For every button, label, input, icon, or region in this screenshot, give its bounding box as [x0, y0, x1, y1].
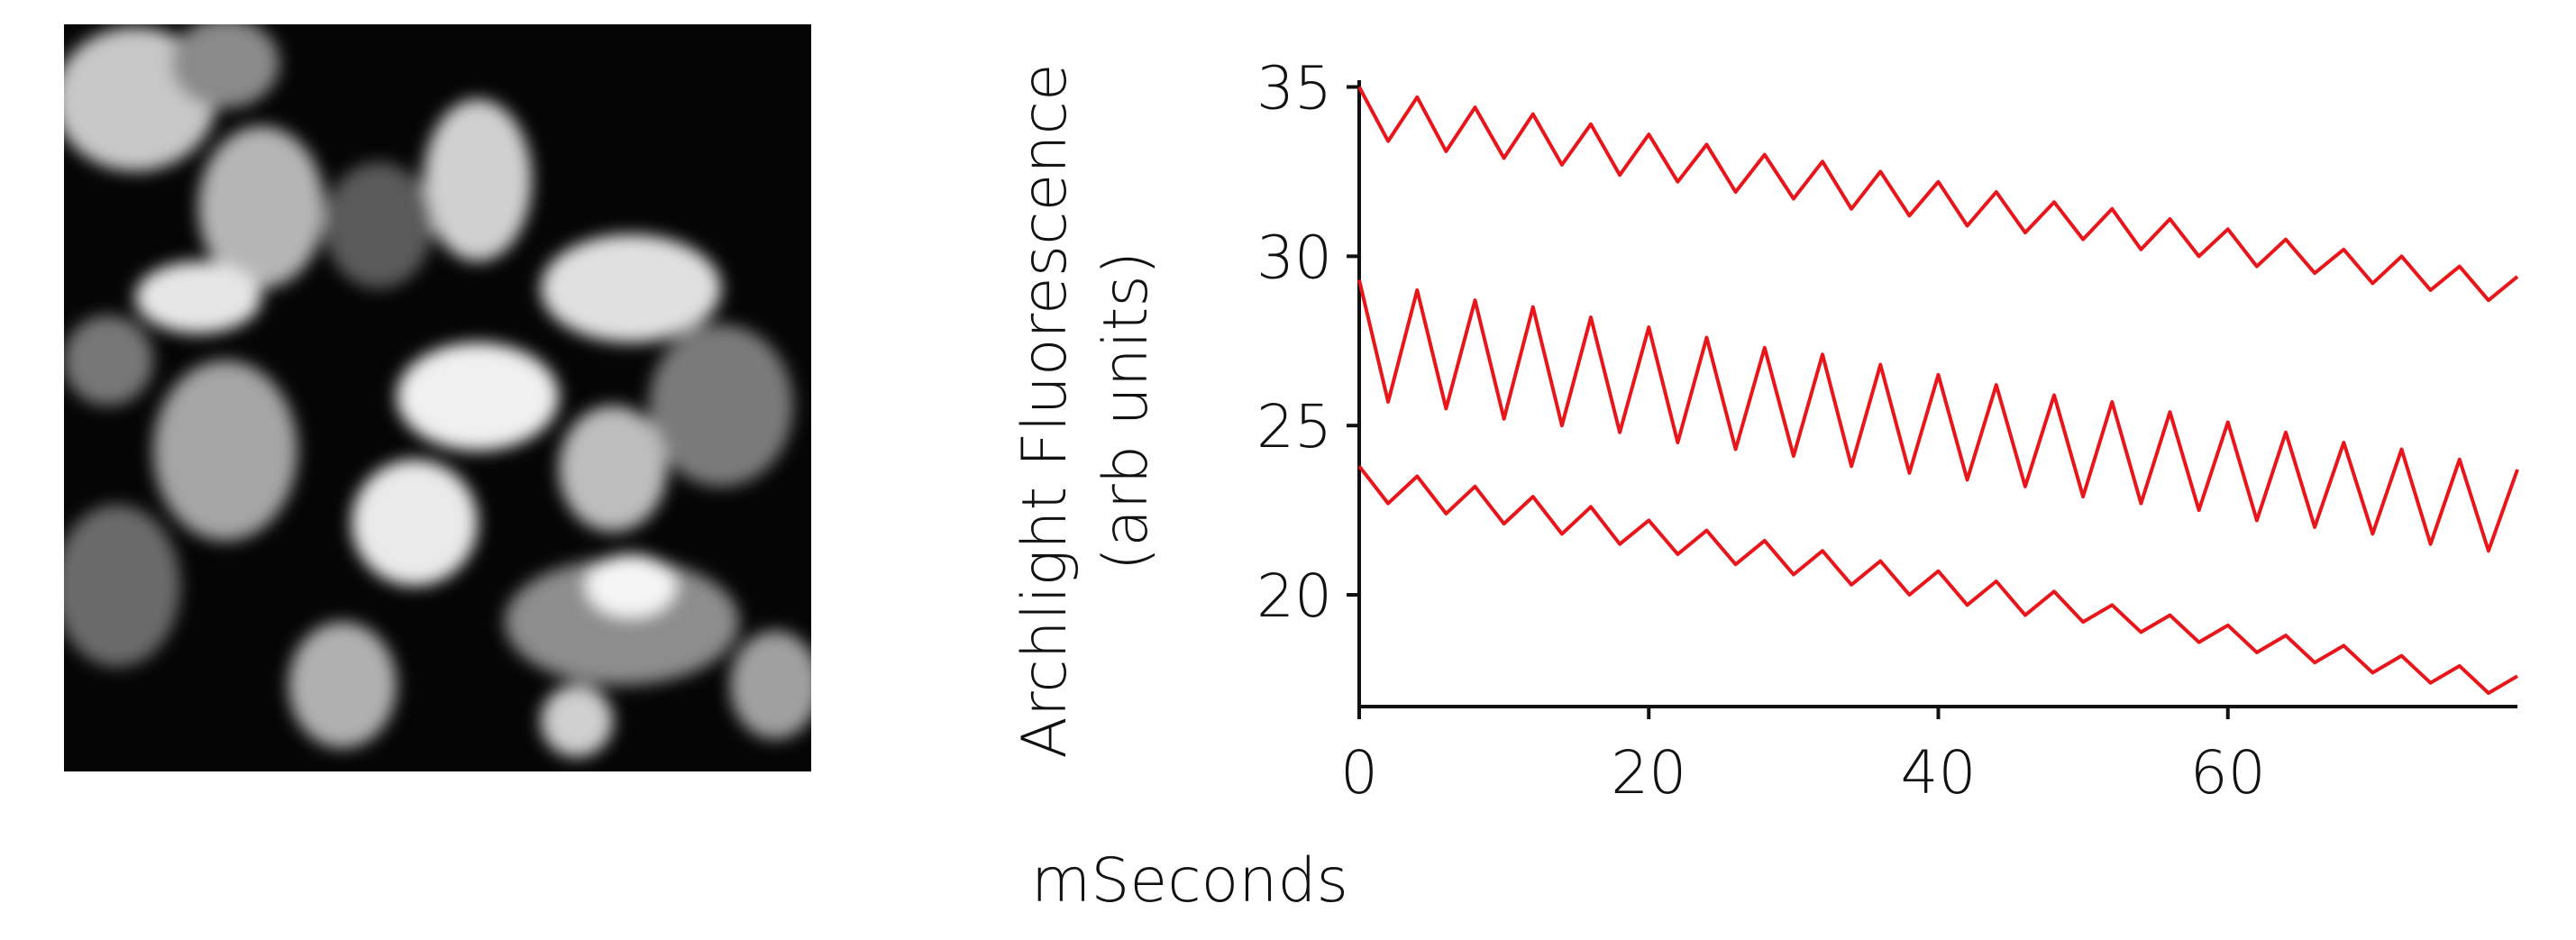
- y-tick-label: 30: [1256, 223, 1332, 292]
- y-tick-label: 20: [1256, 561, 1332, 631]
- data-line: [1357, 465, 2519, 695]
- data-line: [1357, 86, 2519, 303]
- y-axis-label: Archlight Fluorescence: [1009, 63, 1081, 758]
- x-tick-label: 60: [2190, 738, 2266, 808]
- x-tick-label: 0: [1340, 738, 1378, 808]
- y-axis-label: (arb units): [1091, 251, 1162, 571]
- y-tick-label: 35: [1256, 54, 1332, 123]
- x-tick-label: 40: [1901, 738, 1977, 808]
- y-tick-label: 25: [1256, 392, 1332, 461]
- data-line: [1357, 279, 2519, 553]
- x-axis-label: mSeconds: [1031, 845, 1348, 917]
- micrograph: [64, 24, 811, 771]
- x-tick-label: 20: [1611, 738, 1686, 808]
